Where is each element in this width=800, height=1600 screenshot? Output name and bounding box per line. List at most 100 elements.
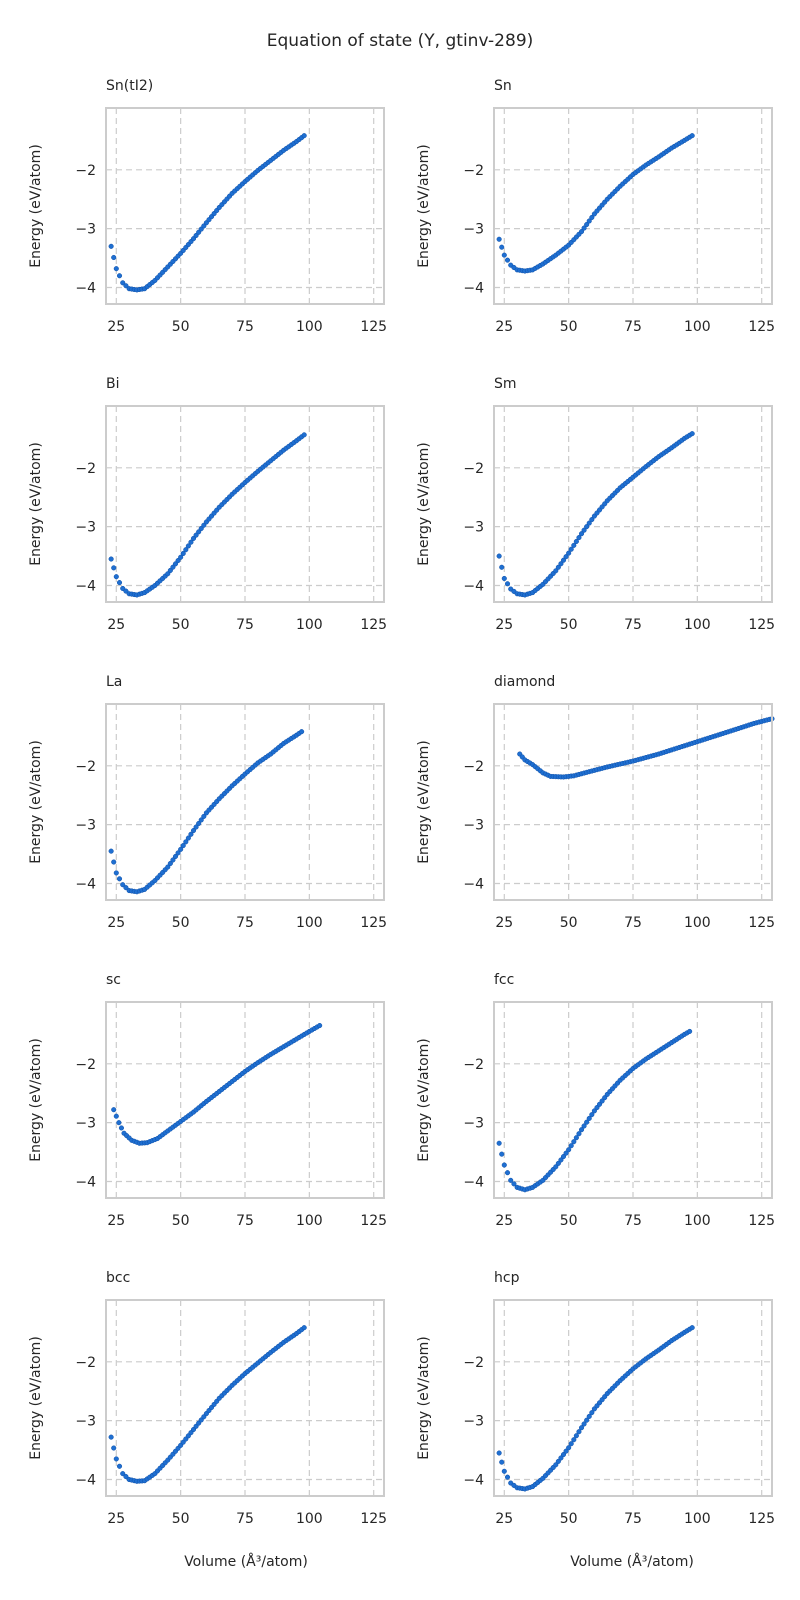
data-point: [558, 561, 564, 567]
y-tick-label: −4: [75, 579, 96, 595]
data-point: [196, 820, 202, 827]
data-point: [581, 1123, 587, 1129]
data-point: [172, 853, 179, 859]
data-point: [111, 859, 117, 865]
y-tick-label: −2: [75, 759, 96, 775]
subplot-title: Sm: [494, 376, 517, 392]
data-point: [190, 828, 197, 834]
data-point: [198, 525, 204, 532]
axes-frame: [105, 1299, 385, 1497]
data-point: [573, 538, 579, 545]
data-point: [584, 524, 590, 530]
x-tick-label: 75: [236, 319, 254, 335]
y-tick-label: −4: [75, 1175, 96, 1191]
data-point: [501, 1162, 507, 1168]
data-point: [175, 850, 181, 856]
y-axis-label: Energy (eV/atom): [416, 442, 432, 566]
y-tick-label: −3: [75, 222, 96, 238]
data-point: [198, 817, 204, 823]
data-point: [589, 517, 595, 523]
x-tick-label: 125: [360, 617, 387, 633]
data-point: [113, 266, 119, 272]
data-point: [499, 1151, 505, 1157]
data-point: [602, 1095, 608, 1101]
y-axis-label: Energy (eV/atom): [416, 144, 432, 268]
data-point: [581, 527, 587, 533]
x-tick-label: 125: [748, 319, 775, 335]
data-point: [573, 1433, 579, 1439]
x-tick-label: 75: [624, 1213, 642, 1229]
x-tick-label: 25: [107, 1511, 125, 1527]
data-point: [118, 1125, 124, 1131]
data-point: [586, 520, 592, 526]
subplot-title: bcc: [106, 1270, 130, 1286]
data-point: [553, 1164, 559, 1170]
y-tick-label: −3: [463, 818, 484, 834]
x-tick-label: 75: [624, 1511, 642, 1527]
x-tick-label: 25: [495, 1213, 513, 1229]
figure-title: Equation of state (Y, gtinv-289): [267, 31, 534, 51]
subplot-1: Sn 25 50 75 100 125 −4 −3 −2 Energy (eV/atom): [416, 78, 775, 335]
data-point: [196, 529, 202, 535]
data-point: [499, 1459, 505, 1465]
data-point: [589, 1410, 595, 1416]
x-tick-label: 100: [684, 1511, 711, 1527]
x-tick-label: 50: [172, 1213, 190, 1229]
subplot-title: La: [106, 674, 122, 690]
subplot-6: sc 25 50 75 100 125 −4 −3 −2 Energy (eV/atom): [28, 972, 387, 1229]
data-point: [123, 283, 129, 289]
series-markers: [111, 1022, 323, 1146]
data-point: [566, 1445, 572, 1451]
data-point: [689, 431, 695, 437]
data-point: [599, 1098, 605, 1104]
y-tick-label: −2: [463, 1355, 484, 1371]
data-point: [573, 1135, 579, 1141]
data-point: [496, 553, 502, 559]
y-tick-label: −2: [463, 461, 484, 477]
subplot-title: Sn: [494, 78, 512, 94]
data-point: [560, 1452, 567, 1458]
axes-frame: [105, 1001, 385, 1199]
x-tick-label: 125: [748, 617, 775, 633]
x-tick-label: 125: [748, 915, 775, 931]
data-point: [687, 1028, 693, 1034]
y-tick-label: −4: [75, 281, 96, 297]
data-point: [178, 554, 184, 560]
axes-frame: [493, 405, 773, 603]
data-point: [496, 1450, 502, 1456]
x-tick-label: 25: [495, 319, 513, 335]
y-axis-label: Energy (eV/atom): [28, 740, 44, 864]
axes-frame: [493, 107, 773, 305]
y-tick-label: −3: [463, 222, 484, 238]
data-point: [571, 542, 577, 548]
data-point: [591, 1108, 597, 1114]
y-tick-label: −2: [463, 759, 484, 775]
data-point: [586, 1413, 592, 1419]
data-point: [555, 564, 561, 570]
data-point: [299, 729, 305, 735]
data-point: [689, 1325, 695, 1331]
axes-frame: [493, 1001, 773, 1199]
subplot-0: Sn(tI2) 25 50 75 100 125 −4 −3 −2 Energy (eV/atom…: [28, 78, 387, 335]
x-tick-label: 100: [684, 617, 711, 633]
data-point: [123, 1474, 129, 1480]
data-point: [553, 1462, 559, 1468]
data-point: [499, 244, 505, 250]
data-point: [170, 564, 176, 570]
x-tick-label: 100: [296, 1511, 323, 1527]
data-point: [594, 1105, 600, 1111]
x-tick-label: 50: [560, 617, 578, 633]
data-point: [116, 1120, 122, 1126]
data-point: [190, 535, 197, 541]
data-point: [188, 539, 194, 545]
data-point: [563, 554, 569, 560]
data-point: [165, 864, 171, 870]
subplot-title: diamond: [494, 674, 555, 690]
series-markers: [517, 716, 775, 780]
y-axis-label: Energy (eV/atom): [28, 1038, 44, 1162]
data-point: [113, 1456, 119, 1462]
data-point: [111, 565, 117, 571]
data-point: [188, 831, 194, 837]
y-tick-label: −4: [463, 877, 484, 893]
x-tick-label: 75: [236, 617, 254, 633]
